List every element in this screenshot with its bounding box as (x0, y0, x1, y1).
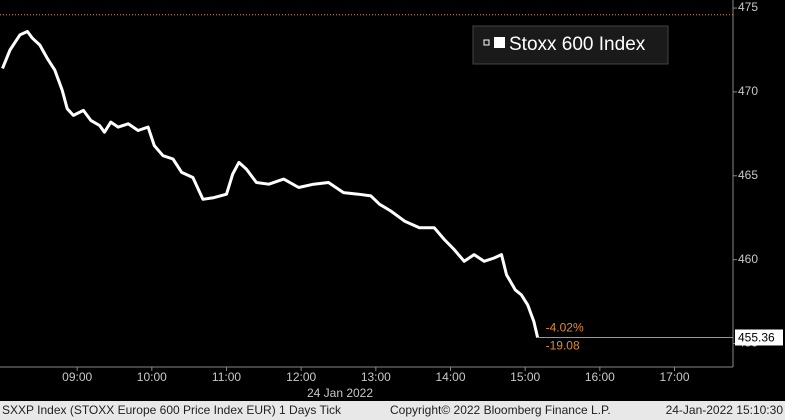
footer-time: 24-Jan-2022 15:10:30 (666, 403, 784, 417)
x-tick-label: 10:00 (137, 370, 167, 384)
footer-copyright: Copyright© 2022 Bloomberg Finance L.P. (390, 403, 611, 417)
footer-band (0, 401, 785, 420)
x-tick-label: 14:00 (435, 370, 465, 384)
legend-swatch (494, 37, 505, 48)
change-abs: -19.08 (546, 339, 580, 353)
last-price-box (735, 329, 783, 346)
x-tick-label: 17:00 (659, 370, 689, 384)
legend-box (472, 25, 669, 65)
x-tick-label: 09:00 (62, 370, 92, 384)
date-label: 24 Jan 2022 (307, 386, 373, 400)
y-tick-label: 465 (738, 168, 758, 182)
x-tick-label: 11:00 (212, 370, 241, 384)
x-tick-label: 12:00 (286, 370, 316, 384)
legend-label: Stoxx 600 Index (509, 34, 646, 55)
legend-icon (483, 39, 490, 46)
footer-left: SXXP Index (STOXX Europe 600 Price Index… (2, 403, 342, 417)
y-tick-label: 470 (738, 84, 758, 98)
y-tick-label: 460 (738, 252, 758, 266)
x-tick-label: 16:00 (585, 370, 615, 384)
y-tick-label: 475 (738, 0, 758, 14)
x-tick-label: 15:00 (510, 370, 540, 384)
x-tick-label: 13:00 (361, 370, 391, 384)
change-pct: -4.02% (546, 321, 584, 335)
last-price-label: 455.36 (738, 331, 775, 345)
price-line (1, 30, 540, 338)
